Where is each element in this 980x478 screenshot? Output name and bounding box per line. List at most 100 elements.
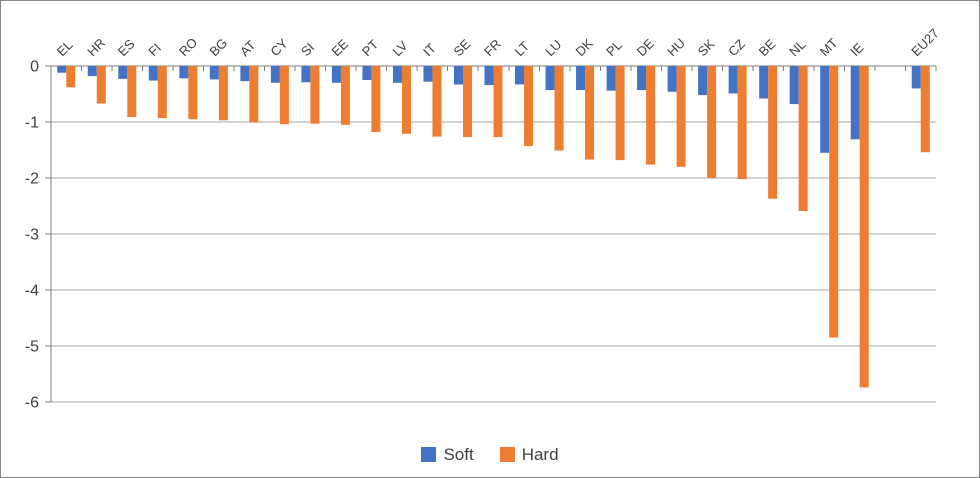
legend-item-soft[interactable]: Soft [421, 445, 474, 464]
bar-hard-CY [279, 66, 289, 125]
category-label-MT: MT [817, 35, 841, 59]
bar-soft-DK [576, 66, 586, 91]
bar-soft-BE [759, 66, 769, 99]
y-tick-label--1: -1 [25, 115, 39, 132]
bar-hard-FR [493, 66, 503, 138]
bar-hard-BG [218, 66, 228, 121]
category-label-NL: NL [786, 37, 808, 59]
bar-hard-DE [646, 66, 656, 165]
category-label-EU27: EU27 [908, 26, 942, 60]
bar-hard-SK [707, 66, 717, 178]
category-label-PL: PL [603, 37, 625, 59]
y-tick-label--3: -3 [25, 227, 39, 244]
category-label-EL: EL [54, 37, 76, 59]
category-label-CY: CY [267, 36, 291, 60]
bar-soft-AT [240, 66, 250, 82]
bar-hard-LU [554, 66, 564, 151]
bar-soft-HR [87, 66, 97, 77]
category-label-SE: SE [450, 36, 473, 59]
bar-soft-LV [392, 66, 402, 83]
category-label-IE: IE [847, 40, 867, 60]
y-tick-label--4: -4 [25, 283, 39, 300]
bar-soft-EE [331, 66, 341, 83]
bar-soft-HU [667, 66, 677, 92]
chart-legend: Soft Hard [1, 446, 979, 463]
bar-soft-SI [301, 66, 311, 83]
category-label-LU: LU [542, 37, 564, 59]
bar-hard-CZ [737, 66, 747, 180]
category-label-ES: ES [115, 36, 138, 59]
bar-soft-EU27 [911, 66, 921, 89]
bar-hard-RO [188, 66, 198, 120]
bar-hard-PT [371, 66, 381, 133]
bar-hard-LT [524, 66, 534, 147]
category-label-BE: BE [756, 36, 779, 59]
legend-item-hard[interactable]: Hard [499, 445, 559, 464]
category-label-CZ: CZ [725, 36, 748, 59]
bar-soft-ES [118, 66, 128, 79]
bar-soft-MT [820, 66, 830, 153]
category-label-DE: DE [634, 36, 658, 60]
bar-soft-CZ [728, 66, 738, 94]
y-tick-label-0: 0 [30, 59, 39, 76]
bar-hard-SI [310, 66, 320, 124]
bar-chart-plot: 0 -1 -2 -3 -4 -5 -6 EL HR ES FI RO BG AT CY SI EE PT LV IT S… [25, 26, 942, 412]
bar-hard-IT [432, 66, 442, 137]
bar-soft-IT [423, 66, 433, 82]
y-tick-label--5: -5 [25, 339, 39, 356]
bar-hard-LV [401, 66, 411, 134]
category-label-HU: HU [664, 35, 688, 59]
bar-hard-FI [157, 66, 167, 119]
category-label-RO: RO [176, 35, 200, 59]
bar-soft-CY [270, 66, 280, 83]
category-label-FI: FI [145, 40, 164, 59]
bar-hard-HU [676, 66, 686, 167]
bar-hard-EL [66, 66, 76, 88]
bar-soft-EL [57, 66, 67, 73]
legend-swatch-hard-icon [499, 447, 515, 462]
bar-hard-AT [249, 66, 259, 123]
bar-soft-PT [362, 66, 372, 80]
bar-soft-SK [698, 66, 708, 96]
y-tick-label--2: -2 [25, 171, 39, 188]
bar-hard-DK [585, 66, 595, 160]
category-label-BG: BG [206, 35, 230, 59]
bar-soft-SE [453, 66, 463, 85]
bar-soft-NL [789, 66, 799, 105]
bar-soft-LU [545, 66, 555, 91]
bar-hard-NL [798, 66, 808, 212]
bar-hard-MT [829, 66, 839, 338]
bar-hard-HR [96, 66, 106, 104]
y-tick-label--6: -6 [25, 395, 39, 412]
category-label-IT: IT [420, 40, 439, 59]
bar-hard-SE [462, 66, 472, 138]
bar-hard-BE [768, 66, 778, 199]
category-label-LV: LV [389, 38, 410, 59]
category-label-LT: LT [512, 38, 533, 59]
bar-hard-EE [340, 66, 350, 125]
bar-soft-DE [637, 66, 647, 91]
legend-swatch-soft-icon [421, 447, 437, 462]
bar-hard-IE [859, 66, 869, 388]
category-label-SK: SK [695, 36, 718, 59]
bar-soft-LT [515, 66, 525, 85]
bar-hard-ES [127, 66, 137, 117]
legend-label-hard: Hard [521, 445, 559, 464]
bar-soft-RO [179, 66, 189, 79]
bar-soft-FR [484, 66, 494, 86]
category-label-DK: DK [573, 36, 597, 60]
bar-soft-BG [209, 66, 219, 80]
bar-soft-FI [148, 66, 158, 81]
category-label-SI: SI [298, 40, 317, 59]
category-label-HR: HR [84, 35, 108, 59]
bar-soft-PL [606, 66, 616, 91]
category-label-AT: AT [237, 37, 259, 59]
legend-label-soft: Soft [443, 445, 474, 464]
bar-soft-IE [850, 66, 860, 140]
category-label-PT: PT [359, 37, 381, 59]
category-label-FR: FR [481, 36, 504, 59]
bar-hard-EU27 [920, 66, 930, 153]
bar-hard-PL [615, 66, 625, 161]
category-label-EE: EE [328, 36, 351, 59]
